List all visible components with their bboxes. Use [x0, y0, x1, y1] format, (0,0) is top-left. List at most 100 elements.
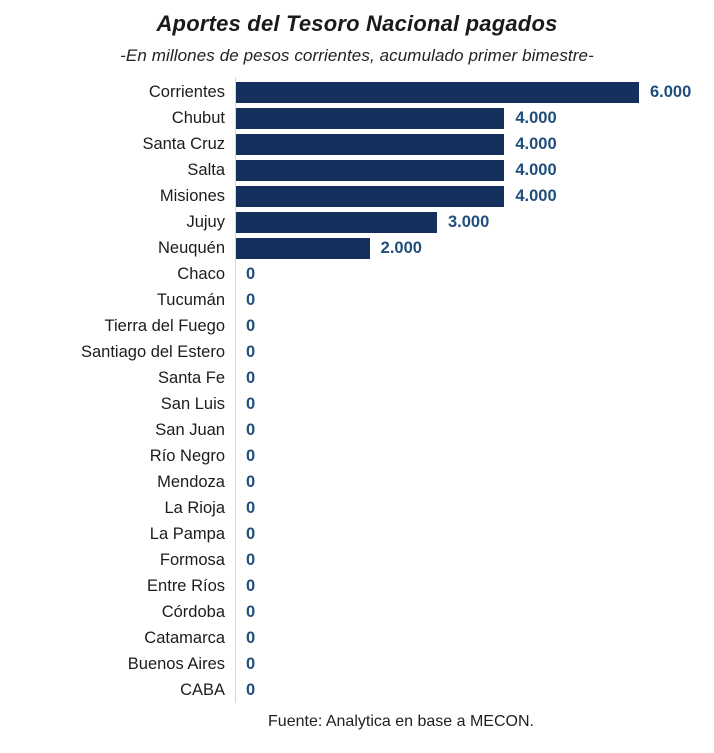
category-label: Neuquén [158, 238, 225, 257]
chart-row: Jujuy 3.000 [0, 209, 714, 235]
chart-row: Corrientes 6.000 [0, 79, 714, 105]
value-label: 4.000 [515, 108, 557, 127]
source-note: Fuente: Analytica en base a MECON. [268, 713, 534, 730]
chart-row: Chaco 0 [0, 261, 714, 287]
plot-area: 3.000 [235, 209, 714, 235]
category-label: Santa Fe [158, 368, 225, 387]
category-label: La Pampa [149, 524, 225, 543]
chart-row: Río Negro 0 [0, 443, 714, 469]
plot-area: 0 [235, 625, 714, 651]
plot-area: 4.000 [235, 157, 714, 183]
chart-row: La Rioja 0 [0, 495, 714, 521]
bar-chart: Corrientes 6.000 Chubut 4.000 Santa Cruz… [0, 77, 714, 703]
plot-area: 0 [235, 443, 714, 469]
chart-row: Chubut 4.000 [0, 105, 714, 131]
category-label: Formosa [159, 550, 225, 569]
plot-area: 0 [235, 651, 714, 677]
value-label: 0 [246, 368, 256, 387]
value-label: 0 [246, 524, 256, 543]
y-axis-line [235, 77, 236, 703]
plot-area: 0 [235, 391, 714, 417]
plot-area: 6.000 [235, 79, 714, 105]
category-label: Misiones [159, 186, 225, 205]
value-label: 6.000 [650, 82, 692, 101]
value-label: 0 [246, 680, 256, 699]
category-label: Jujuy [186, 212, 225, 231]
category-label: Tucumán [156, 290, 225, 309]
chart-row: Formosa 0 [0, 547, 714, 573]
bar [235, 211, 437, 233]
plot-area: 0 [235, 495, 714, 521]
value-label: 0 [246, 576, 256, 595]
chart-row: Neuquén 2.000 [0, 235, 714, 261]
chart-subtitle: -En millones de pesos corrientes, acumul… [120, 46, 594, 65]
chart-row: San Luis 0 [0, 391, 714, 417]
plot-area: 0 [235, 573, 714, 599]
value-label: 3.000 [448, 212, 490, 231]
chart-title: Aportes del Tesoro Nacional pagados [156, 11, 558, 36]
plot-area: 0 [235, 417, 714, 443]
plot-area: 0 [235, 287, 714, 313]
category-label: Catamarca [144, 628, 225, 647]
plot-area: 0 [235, 339, 714, 365]
value-label: 0 [246, 498, 256, 517]
plot-area: 0 [235, 599, 714, 625]
chart-row: Buenos Aires 0 [0, 651, 714, 677]
category-label: San Luis [160, 394, 225, 413]
bar [235, 133, 505, 155]
category-label: La Rioja [164, 498, 225, 517]
category-label: Córdoba [161, 602, 225, 621]
chart-row: Santiago del Estero 0 [0, 339, 714, 365]
value-label: 0 [246, 628, 256, 647]
category-label: Chubut [171, 108, 225, 127]
plot-area: 0 [235, 547, 714, 573]
chart-row: Mendoza 0 [0, 469, 714, 495]
value-label: 4.000 [515, 160, 557, 179]
value-label: 4.000 [515, 134, 557, 153]
chart-row: Santa Cruz 4.000 [0, 131, 714, 157]
chart-row: Córdoba 0 [0, 599, 714, 625]
bar [235, 185, 505, 207]
plot-area: 4.000 [235, 105, 714, 131]
value-label: 0 [246, 264, 256, 283]
plot-area: 0 [235, 521, 714, 547]
bar [235, 107, 505, 129]
plot-area: 0 [235, 313, 714, 339]
value-label: 0 [246, 602, 256, 621]
chart-row: Tucumán 0 [0, 287, 714, 313]
value-label: 4.000 [515, 186, 557, 205]
value-label: 2.000 [380, 238, 422, 257]
value-label: 0 [246, 342, 256, 361]
chart-row: Tierra del Fuego 0 [0, 313, 714, 339]
chart-row: Catamarca 0 [0, 625, 714, 651]
chart-row: Santa Fe 0 [0, 365, 714, 391]
value-label: 0 [246, 290, 256, 309]
bar [235, 237, 370, 259]
plot-area: 2.000 [235, 235, 714, 261]
bar [235, 159, 505, 181]
plot-area: 0 [235, 677, 714, 703]
category-label: Mendoza [157, 472, 225, 491]
chart-row: CABA 0 [0, 677, 714, 703]
category-label: Santa Cruz [142, 134, 225, 153]
category-label: Entre Ríos [147, 576, 225, 595]
category-label: Tierra del Fuego [104, 316, 225, 335]
plot-area: 0 [235, 365, 714, 391]
category-label: Río Negro [149, 446, 225, 465]
plot-area: 4.000 [235, 183, 714, 209]
category-label: Salta [187, 160, 225, 179]
plot-area: 0 [235, 469, 714, 495]
plot-area: 4.000 [235, 131, 714, 157]
category-label: Corrientes [148, 82, 225, 101]
category-label: Buenos Aires [127, 654, 225, 673]
chart-row: Misiones 4.000 [0, 183, 714, 209]
chart-row: Salta 4.000 [0, 157, 714, 183]
bar [235, 81, 639, 103]
value-label: 0 [246, 654, 256, 673]
chart-row: La Pampa 0 [0, 521, 714, 547]
chart-row: Entre Ríos 0 [0, 573, 714, 599]
category-label: Chaco [177, 264, 225, 283]
category-label: Santiago del Estero [80, 342, 225, 361]
value-label: 0 [246, 446, 256, 465]
